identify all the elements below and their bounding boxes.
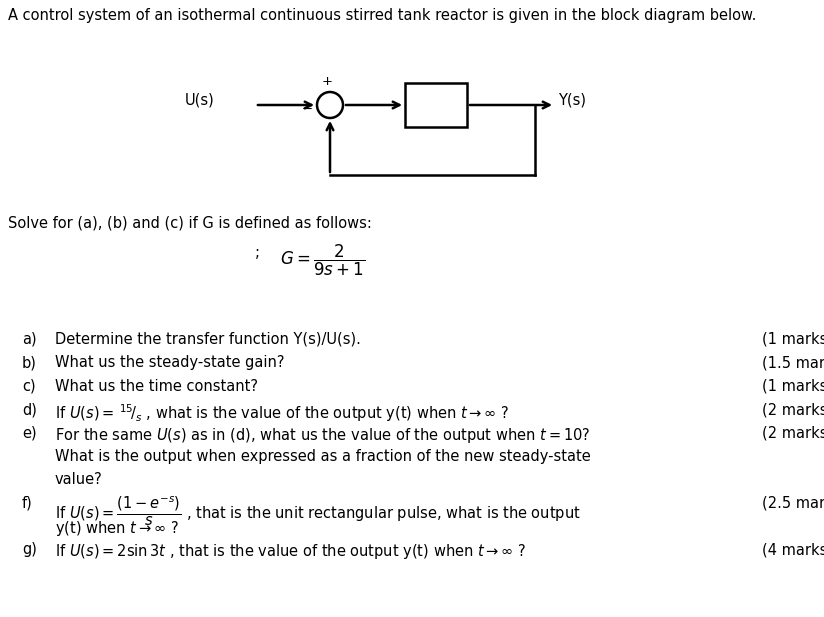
- Text: (1 marks): (1 marks): [762, 379, 824, 394]
- Text: U(s): U(s): [185, 93, 215, 107]
- Text: G: G: [430, 97, 442, 112]
- Text: d): d): [22, 402, 37, 418]
- Text: (2 marks): (2 marks): [762, 402, 824, 418]
- Text: Y(s): Y(s): [558, 93, 586, 107]
- Text: c): c): [22, 379, 35, 394]
- Text: −: −: [302, 102, 313, 115]
- Text: b): b): [22, 355, 37, 370]
- Text: +: +: [321, 75, 333, 88]
- Text: a): a): [22, 332, 36, 347]
- Text: $G = \dfrac{2}{9s + 1}$: $G = \dfrac{2}{9s + 1}$: [280, 243, 366, 278]
- Text: e): e): [22, 426, 36, 441]
- Text: Solve for (a), (b) and (c) if G is defined as follows:: Solve for (a), (b) and (c) if G is defin…: [8, 215, 372, 230]
- Text: (4 marks): (4 marks): [762, 542, 824, 557]
- Text: g): g): [22, 542, 37, 557]
- Text: If $U(s) = 2\sin 3t$ , that is the value of the output y(t) when $t \rightarrow : If $U(s) = 2\sin 3t$ , that is the value…: [55, 542, 527, 561]
- FancyBboxPatch shape: [405, 83, 467, 127]
- Text: value?: value?: [55, 471, 103, 486]
- Text: What us the time constant?: What us the time constant?: [55, 379, 258, 394]
- Text: If $U(s) = \,^{15}\!/_{s}$ , what is the value of the output y(t) when $t \right: If $U(s) = \,^{15}\!/_{s}$ , what is the…: [55, 402, 509, 424]
- Text: (1 marks): (1 marks): [762, 332, 824, 347]
- Text: (2.5 marks): (2.5 marks): [762, 495, 824, 510]
- Text: ;: ;: [255, 245, 260, 260]
- Text: What is the output when expressed as a fraction of the new steady-state: What is the output when expressed as a f…: [55, 450, 591, 465]
- Text: (2 marks): (2 marks): [762, 426, 824, 441]
- Text: A control system of an isothermal continuous stirred tank reactor is given in th: A control system of an isothermal contin…: [8, 8, 756, 23]
- Text: What us the steady-state gain?: What us the steady-state gain?: [55, 355, 284, 370]
- Text: (1.5 marks): (1.5 marks): [762, 355, 824, 370]
- Text: Determine the transfer function Y(s)/U(s).: Determine the transfer function Y(s)/U(s…: [55, 332, 361, 347]
- Text: If $U(s) = \dfrac{(1 - e^{-s})}{s}$ , that is the unit rectangular pulse, what i: If $U(s) = \dfrac{(1 - e^{-s})}{s}$ , th…: [55, 495, 581, 528]
- Text: For the same $U(s)$ as in (d), what us the value of the output when $t = 10$?: For the same $U(s)$ as in (d), what us t…: [55, 426, 591, 445]
- Text: f): f): [22, 495, 33, 510]
- Text: y(t) when $t \rightarrow \infty$ ?: y(t) when $t \rightarrow \infty$ ?: [55, 518, 179, 537]
